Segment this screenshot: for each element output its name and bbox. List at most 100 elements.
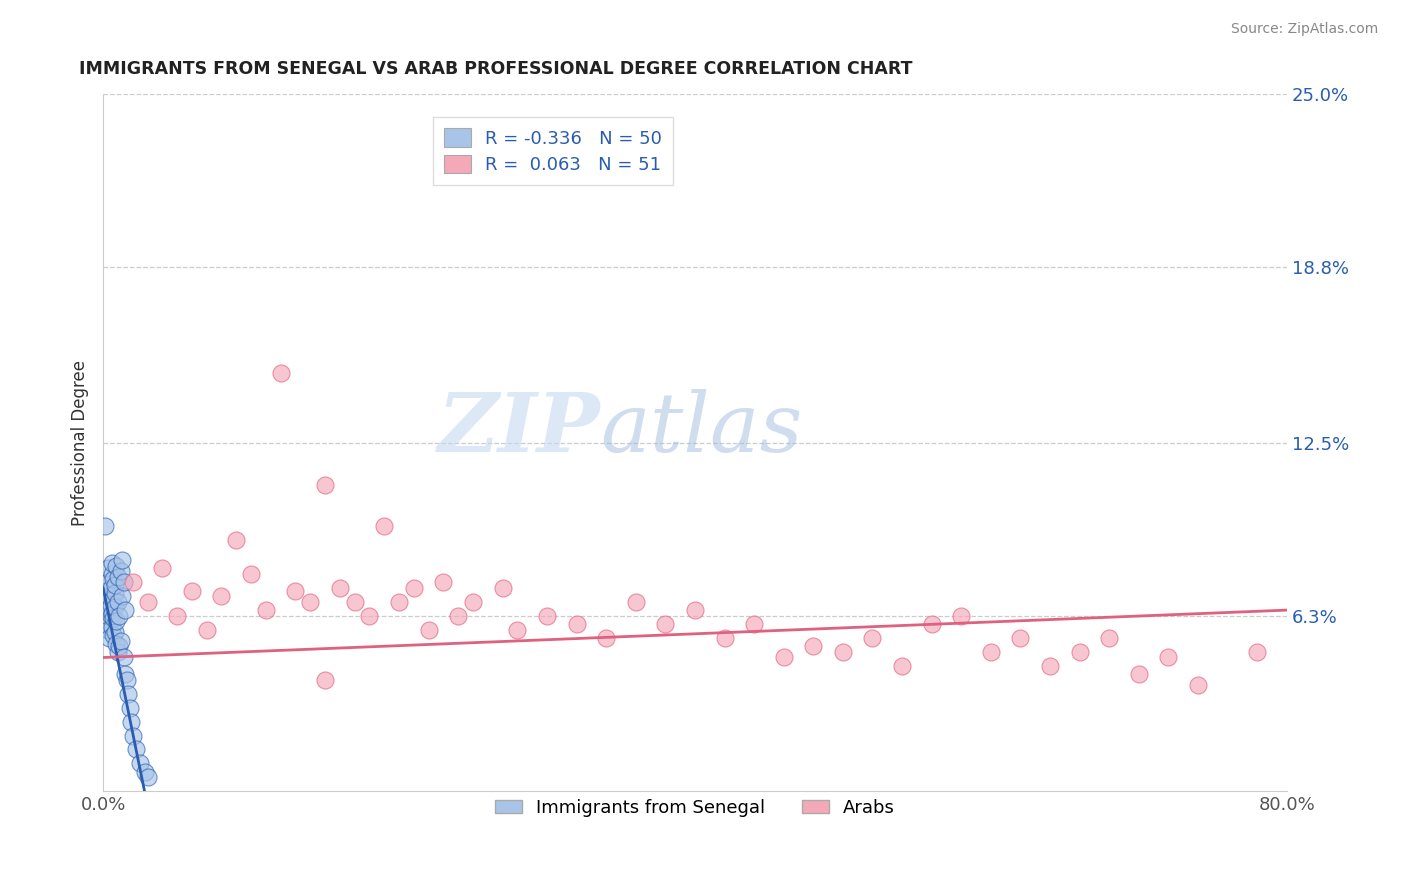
Point <box>118 700 141 714</box>
Point <box>100 608 122 623</box>
Point <box>447 608 470 623</box>
Point <box>506 623 529 637</box>
Point <box>772 650 794 665</box>
Point <box>110 633 132 648</box>
Point <box>104 586 127 600</box>
Point <box>117 687 139 701</box>
Point <box>595 631 617 645</box>
Point <box>104 625 127 640</box>
Point <box>124 742 146 756</box>
Point <box>343 595 366 609</box>
Point <box>624 595 647 609</box>
Point <box>104 600 127 615</box>
Point <box>100 581 122 595</box>
Point <box>314 477 336 491</box>
Point <box>388 595 411 609</box>
Point <box>93 595 115 609</box>
Text: Source: ZipAtlas.com: Source: ZipAtlas.com <box>1230 22 1378 37</box>
Point <box>373 519 395 533</box>
Text: IMMIGRANTS FROM SENEGAL VS ARAB PROFESSIONAL DEGREE CORRELATION CHART: IMMIGRANTS FROM SENEGAL VS ARAB PROFESSI… <box>80 60 912 78</box>
Point <box>891 658 914 673</box>
Point <box>121 575 143 590</box>
Point <box>103 573 125 587</box>
Point <box>105 614 128 628</box>
Point <box>107 595 129 609</box>
Point <box>713 631 735 645</box>
Point <box>103 591 125 606</box>
Point <box>270 366 292 380</box>
Point <box>980 645 1002 659</box>
Point <box>134 764 156 779</box>
Point <box>121 729 143 743</box>
Legend: Immigrants from Senegal, Arabs: Immigrants from Senegal, Arabs <box>488 791 903 824</box>
Point <box>97 623 120 637</box>
Point <box>100 598 122 612</box>
Point <box>98 603 121 617</box>
Point <box>254 603 277 617</box>
Point <box>120 714 142 729</box>
Point <box>1246 645 1268 659</box>
Point <box>195 623 218 637</box>
Point <box>418 623 440 637</box>
Point <box>801 640 824 654</box>
Point <box>104 578 127 592</box>
Point <box>299 595 322 609</box>
Point <box>115 673 138 687</box>
Point <box>536 608 558 623</box>
Point <box>1039 658 1062 673</box>
Point <box>211 589 233 603</box>
Point <box>111 553 134 567</box>
Point <box>98 631 121 645</box>
Point <box>108 640 131 654</box>
Point <box>1098 631 1121 645</box>
Point <box>108 608 131 623</box>
Point <box>180 583 202 598</box>
Point <box>921 617 943 632</box>
Point <box>654 617 676 632</box>
Point <box>950 608 973 623</box>
Point <box>97 561 120 575</box>
Point <box>98 589 121 603</box>
Point <box>112 575 135 590</box>
Text: ZIP: ZIP <box>437 389 600 469</box>
Point <box>114 603 136 617</box>
Point <box>284 583 307 598</box>
Point <box>1010 631 1032 645</box>
Point <box>105 558 128 573</box>
Point <box>114 667 136 681</box>
Point <box>112 650 135 665</box>
Y-axis label: Professional Degree: Professional Degree <box>72 359 89 526</box>
Point <box>101 556 124 570</box>
Point <box>1157 650 1180 665</box>
Point <box>166 608 188 623</box>
Point <box>862 631 884 645</box>
Point <box>359 608 381 623</box>
Point <box>150 561 173 575</box>
Point <box>107 645 129 659</box>
Point <box>1069 645 1091 659</box>
Point <box>101 566 124 581</box>
Point <box>136 595 159 609</box>
Point <box>103 628 125 642</box>
Point <box>105 636 128 650</box>
Point <box>683 603 706 617</box>
Point <box>240 566 263 581</box>
Point <box>329 581 352 595</box>
Point <box>1187 678 1209 692</box>
Point <box>831 645 853 659</box>
Point <box>742 617 765 632</box>
Point <box>94 617 117 632</box>
Point <box>101 606 124 620</box>
Point <box>461 595 484 609</box>
Point <box>107 569 129 583</box>
Point <box>94 583 117 598</box>
Point <box>1128 667 1150 681</box>
Point <box>402 581 425 595</box>
Point <box>111 589 134 603</box>
Text: atlas: atlas <box>600 389 803 469</box>
Point <box>97 575 120 590</box>
Point <box>491 581 513 595</box>
Point <box>101 620 124 634</box>
Point <box>136 770 159 784</box>
Point <box>103 611 125 625</box>
